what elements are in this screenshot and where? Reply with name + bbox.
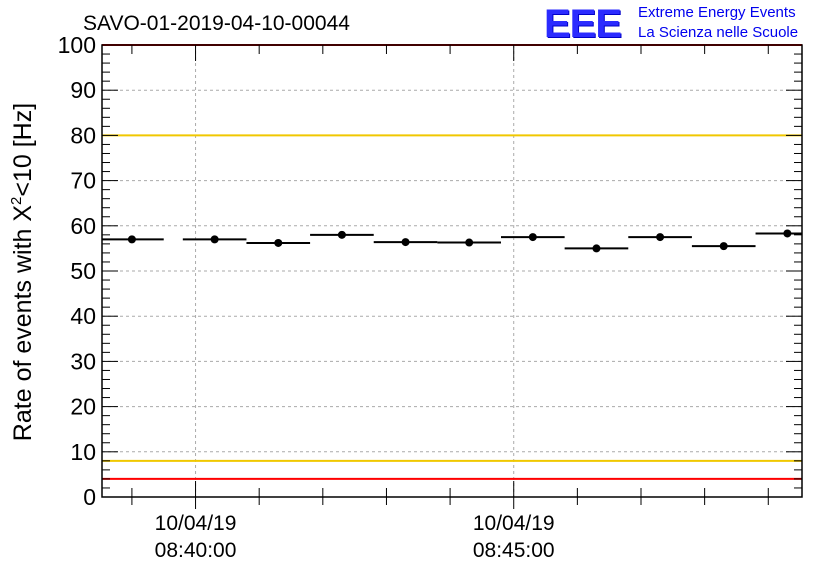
y-tick-label: 100	[58, 32, 96, 58]
eee-logo-mark: EEE	[544, 2, 622, 46]
data-point	[783, 229, 792, 238]
data-point	[528, 233, 537, 242]
logo-line-2: La Scienza nelle Scuole	[638, 24, 799, 41]
y-tick-label: 50	[70, 258, 96, 284]
data-point	[337, 230, 346, 239]
x-tick-label-time: 08:40:00	[155, 539, 237, 562]
data-point	[401, 238, 410, 247]
data-point	[592, 244, 601, 253]
grid-lines	[102, 45, 802, 497]
y-tick-label: 60	[70, 213, 96, 239]
x-tick-label-date: 10/04/19	[473, 512, 555, 535]
y-tick-label: 30	[70, 348, 96, 374]
data-series	[102, 229, 802, 253]
y-axis-label: Rate of events with X2<10 [Hz]	[8, 103, 37, 441]
y-tick-label: 0	[83, 484, 96, 510]
data-point	[656, 233, 665, 242]
y-tick-labels: 0 10 20 30 40 50 60 70 80 90 100	[58, 32, 96, 510]
y-tick-label: 20	[70, 394, 96, 420]
x-tick-labels: 10/04/19 08:40:00 10/04/19 08:45:00	[155, 512, 555, 562]
x-tick-label-date: 10/04/19	[155, 512, 237, 535]
data-point	[719, 242, 728, 251]
reference-lines	[102, 44, 802, 480]
logo-line-1: Extreme Energy Events	[638, 4, 796, 21]
axis-ticks	[102, 44, 802, 509]
data-point	[274, 238, 283, 247]
data-point	[465, 238, 474, 247]
y-tick-label: 80	[70, 122, 96, 148]
x-tick-label-time: 08:45:00	[473, 539, 555, 562]
y-tick-label: 70	[70, 168, 96, 194]
y-tick-label: 10	[70, 439, 96, 465]
y-tick-label: 40	[70, 303, 96, 329]
y-tick-label: 90	[70, 77, 96, 103]
data-point	[127, 235, 136, 244]
chart-title: SAVO-01-2019-04-10-00044	[83, 12, 350, 35]
data-point	[210, 235, 219, 244]
